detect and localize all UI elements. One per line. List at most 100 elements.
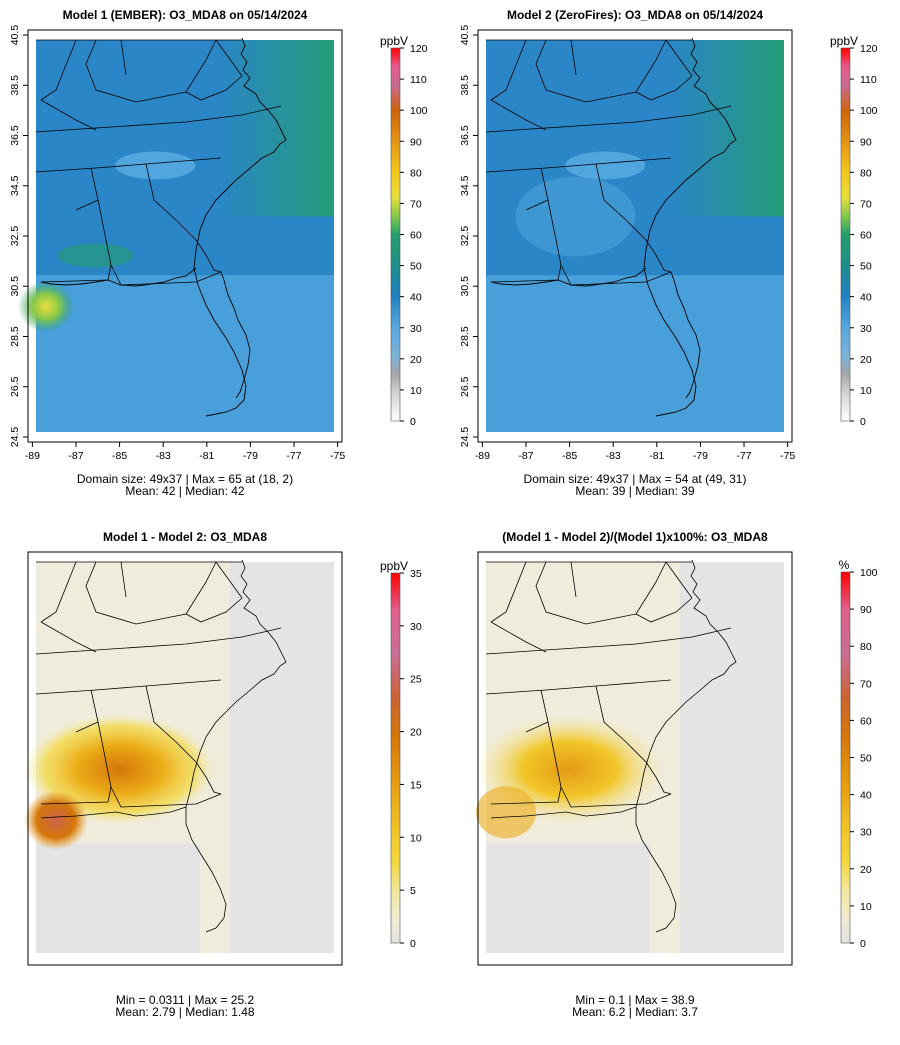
y-tick-label: 34.5: [9, 175, 21, 196]
panel-title: Model 1 (EMBER): O3_MDA8 on 05/14/2024: [63, 8, 308, 22]
colorbar-label: 110: [410, 74, 427, 86]
colorbar-label: 20: [410, 354, 422, 366]
field-south: [36, 275, 334, 432]
colorbar-label: 30: [410, 323, 422, 335]
colorbar-label: 0: [860, 938, 866, 950]
x-tick-label: -89: [25, 450, 40, 462]
panel-model2: Model 2 (ZeroFires): O3_MDA8 on 05/14/20…: [459, 8, 878, 498]
y-tick-label: 28.5: [9, 326, 21, 347]
stats-line-1: Domain size: 49x37 | Max = 65 at (18, 2): [77, 472, 293, 486]
colorbar: [840, 47, 851, 422]
colorbar-label: 40: [860, 292, 872, 304]
x-tick-label: -85: [562, 450, 577, 462]
field-ocean-gulf: [36, 843, 200, 953]
x-tick-label: -79: [243, 450, 258, 462]
y-tick-label: 36.5: [459, 125, 471, 146]
x-tick-label: -81: [199, 450, 214, 462]
y-tick-label: 30.5: [459, 276, 471, 297]
field-east-green: [220, 40, 334, 217]
stats-line-2: Mean: 2.79 | Median: 1.48: [115, 1005, 255, 1019]
y-tick-label: 38.5: [459, 75, 471, 96]
colorbar-label: 60: [860, 230, 872, 242]
y-tick-label: 26.5: [9, 376, 21, 397]
field-low: [515, 176, 636, 257]
plot-frame: [27, 551, 343, 966]
field-ocean-east: [679, 562, 784, 953]
colorbar-label: 100: [860, 105, 878, 117]
x-tick-label: -75: [330, 450, 345, 462]
colorbar-label: 30: [410, 621, 422, 633]
colorbar-label: 20: [410, 727, 422, 739]
colorbar-label: 60: [410, 230, 422, 242]
colorbar-label: 60: [860, 715, 872, 727]
y-tick-label: 30.5: [9, 276, 21, 297]
colorbar-label: 120: [410, 43, 428, 55]
colorbar-label: 120: [860, 43, 878, 55]
colorbar-label: 10: [410, 832, 422, 844]
panel-model1: Model 1 (EMBER): O3_MDA8 on 05/14/2024 -8…: [9, 8, 428, 498]
x-tick-label: -83: [156, 450, 171, 462]
colorbar-label: 90: [410, 136, 422, 148]
x-tick-label: -77: [286, 450, 301, 462]
map-field: [486, 40, 784, 432]
y-tick-label: 26.5: [459, 376, 471, 397]
colorbar-label: 35: [410, 568, 422, 580]
colorbar-label: 10: [860, 901, 872, 913]
x-tick-label: -77: [736, 450, 751, 462]
colorbar-unit: ppbV: [380, 34, 408, 48]
colorbar-label: 20: [860, 354, 872, 366]
x-tick-label: -79: [693, 450, 708, 462]
stats-line-2: Mean: 42 | Median: 42: [125, 484, 245, 498]
colorbar-label: 50: [860, 261, 872, 273]
colorbar-label: 40: [410, 292, 422, 304]
map-field: [24, 562, 334, 953]
panel-title: Model 1 - Model 2: O3_MDA8: [103, 530, 267, 544]
x-tick-label: -75: [780, 450, 795, 462]
stats-line-2: Mean: 6.2 | Median: 3.7: [572, 1005, 698, 1019]
field-ocean-gulf: [486, 843, 650, 953]
field-hotspot: [476, 786, 536, 839]
colorbar-label: 0: [410, 416, 416, 428]
field-ocean-east: [229, 562, 334, 953]
colorbar-label: 80: [860, 641, 872, 653]
colorbar-label: 15: [410, 779, 422, 791]
colorbar-label: 90: [860, 136, 872, 148]
y-tick-label: 40.5: [9, 25, 21, 46]
stats-line-2: Mean: 39 | Median: 39: [575, 484, 695, 498]
colorbar-label: 50: [860, 753, 872, 765]
colorbar-label: 30: [860, 323, 872, 335]
colorbar-label: 70: [860, 678, 872, 690]
stats-line-1: Domain size: 49x37 | Max = 54 at (49, 31…: [524, 472, 747, 486]
colorbar-label: 70: [410, 198, 422, 210]
plot-frame: [477, 551, 793, 966]
x-tick-label: -87: [518, 450, 533, 462]
x-tick-label: -85: [112, 450, 127, 462]
stats-line-1: Min = 0.0311 | Max = 25.2: [116, 993, 255, 1007]
colorbar-label: 0: [860, 416, 866, 428]
y-tick-label: 32.5: [9, 226, 21, 247]
colorbar-label: 70: [860, 198, 872, 210]
x-tick-label: -87: [68, 450, 83, 462]
colorbar: [390, 572, 401, 944]
x-tick-label: -81: [649, 450, 664, 462]
field-mountains: [115, 151, 196, 180]
colorbar-label: 20: [860, 864, 872, 876]
field-plume: [57, 243, 134, 268]
colorbar-label: 30: [860, 827, 872, 839]
panel-title: (Model 1 - Model 2)/(Model 1)x100%: O3_M…: [502, 530, 768, 544]
field-hotspot: [24, 790, 88, 851]
colorbar-unit: ppbV: [830, 34, 858, 48]
stats-line-1: Min = 0.1 | Max = 38.9: [575, 993, 695, 1007]
colorbar-label: 0: [410, 938, 416, 950]
y-tick-label: 36.5: [9, 125, 21, 146]
x-tick-label: -83: [606, 450, 621, 462]
colorbar-label: 80: [410, 167, 422, 179]
colorbar-label: 90: [860, 604, 872, 616]
colorbar: [840, 571, 851, 944]
colorbar-label: 40: [860, 790, 872, 802]
colorbar-label: 100: [860, 567, 878, 579]
y-tick-label: 34.5: [459, 175, 471, 196]
panel-pctdiff: (Model 1 - Model 2)/(Model 1)x100%: O3_M…: [474, 530, 878, 1019]
colorbar-label: 10: [860, 385, 872, 397]
